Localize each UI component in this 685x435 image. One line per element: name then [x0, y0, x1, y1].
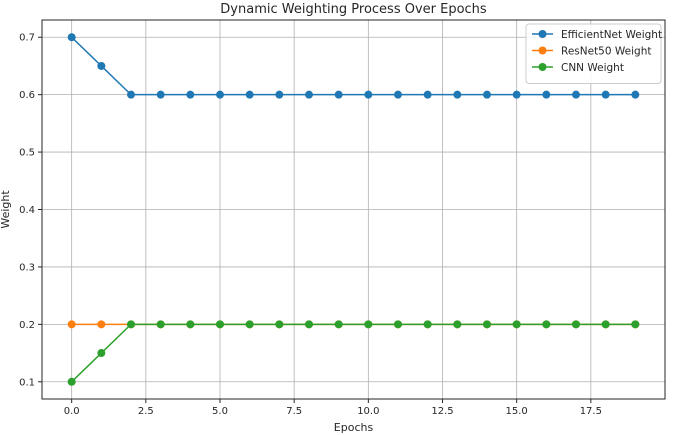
data-point — [67, 33, 76, 42]
data-point — [601, 90, 610, 99]
series-2 — [67, 320, 640, 386]
data-point — [216, 90, 224, 99]
data-point — [127, 320, 135, 329]
data-point — [305, 90, 313, 99]
data-point — [305, 320, 313, 329]
legend-marker — [538, 30, 547, 38]
data-point — [631, 90, 640, 99]
data-point — [67, 320, 76, 329]
series-line — [71, 36, 636, 96]
y-tick-label: 0.4 — [19, 205, 35, 216]
series-layer — [67, 33, 640, 386]
data-point — [364, 90, 373, 99]
data-point — [542, 90, 551, 99]
data-point — [423, 320, 432, 329]
data-point — [275, 320, 284, 329]
data-point — [97, 349, 106, 358]
data-point — [601, 320, 610, 329]
y-tick-label: 0.6 — [19, 90, 35, 101]
x-axis-label: Epochs — [334, 421, 374, 434]
data-point — [334, 320, 343, 329]
data-point — [245, 320, 254, 329]
series-line — [71, 323, 636, 383]
data-point — [394, 90, 402, 99]
data-point — [97, 61, 106, 70]
series-0 — [67, 33, 640, 99]
data-point — [97, 320, 106, 329]
data-point — [453, 90, 462, 99]
y-axis-ticks: 0.1 0.2 0.3 0.4 0.5 0.6 0.7 — [19, 33, 42, 388]
data-point — [423, 90, 432, 99]
x-tick-label: 15.0 — [506, 406, 528, 417]
data-point — [483, 320, 491, 329]
data-point — [156, 320, 165, 329]
x-tick-label: 2.5 — [138, 406, 154, 417]
legend-label: ResNet50 Weight — [561, 46, 651, 58]
data-point — [156, 90, 165, 99]
data-point — [364, 320, 373, 329]
data-point — [631, 320, 640, 329]
y-axis-label: Weight — [0, 190, 12, 229]
data-point — [275, 90, 284, 99]
data-point — [394, 320, 402, 329]
data-point — [512, 320, 521, 329]
x-tick-label: 17.5 — [580, 406, 602, 417]
y-tick-label: 0.1 — [19, 377, 35, 388]
data-point — [483, 90, 491, 99]
legend-label: EfficientNet Weight — [561, 29, 662, 41]
x-tick-label: 12.5 — [431, 406, 453, 417]
y-tick-label: 0.2 — [19, 320, 35, 331]
data-point — [572, 320, 580, 329]
y-tick-label: 0.3 — [19, 262, 35, 273]
chart-title: Dynamic Weighting Process Over Epochs — [220, 2, 487, 17]
y-tick-label: 0.5 — [19, 148, 35, 159]
data-point — [453, 320, 462, 329]
legend-box — [525, 23, 662, 84]
y-tick-label: 0.7 — [19, 33, 35, 44]
legend-label: CNN Weight — [561, 62, 624, 74]
data-point — [127, 90, 135, 99]
data-point — [542, 320, 551, 329]
legend-marker — [538, 46, 547, 55]
legend-marker — [538, 63, 547, 71]
data-point — [186, 320, 195, 329]
data-point — [67, 377, 76, 386]
data-point — [334, 90, 343, 99]
x-tick-label: 7.5 — [286, 406, 302, 417]
data-point — [216, 320, 224, 329]
x-tick-label: 0.0 — [64, 406, 80, 417]
x-tick-label: 10.0 — [357, 406, 379, 417]
legend: EfficientNet Weight ResNet50 Weight CNN We… — [525, 23, 662, 84]
x-tick-label: 5.0 — [212, 406, 228, 417]
x-axis-ticks: 0.0 2.5 5.0 7.5 10.0 12.5 15.0 17.5 — [64, 399, 602, 417]
data-point — [245, 90, 254, 99]
data-point — [512, 90, 521, 99]
data-point — [186, 90, 195, 99]
data-point — [572, 90, 580, 99]
